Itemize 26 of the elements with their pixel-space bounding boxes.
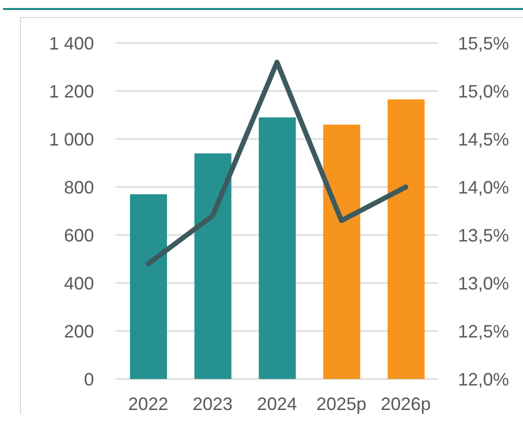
y-tick-label: 600 — [64, 225, 94, 246]
bar — [258, 117, 296, 379]
y-tick-label: 1 000 — [48, 129, 94, 150]
bar — [323, 124, 360, 379]
y2-tick-label: 12,5% — [458, 321, 510, 342]
y-tick-label: 400 — [64, 273, 94, 294]
x-tick-label: 2026p — [380, 394, 431, 414]
y-tick-label: 1 200 — [48, 81, 94, 102]
y2-tick-label: 13,0% — [458, 273, 510, 294]
y2-tick-label: 14,0% — [458, 177, 510, 198]
y2-tick-label: 15,5% — [458, 33, 510, 54]
bar — [388, 99, 425, 379]
y-tick-label: 0 — [84, 369, 94, 390]
y-tick-label: 800 — [64, 177, 94, 198]
y2-tick-label: 15,0% — [458, 81, 510, 102]
x-tick-label: 2022 — [128, 394, 168, 414]
x-tick-label: 2025p — [316, 394, 366, 414]
y-tick-label: 200 — [64, 321, 94, 342]
y2-tick-label: 14,5% — [458, 129, 510, 150]
y2-tick-label: 13,5% — [458, 225, 510, 246]
bar — [130, 194, 167, 379]
x-tick-label: 2023 — [192, 394, 233, 414]
x-tick-label: 2024 — [256, 394, 298, 414]
y-tick-label: 1 400 — [48, 33, 94, 54]
bar — [194, 153, 232, 379]
y2-tick-label: 12,0% — [458, 369, 510, 390]
